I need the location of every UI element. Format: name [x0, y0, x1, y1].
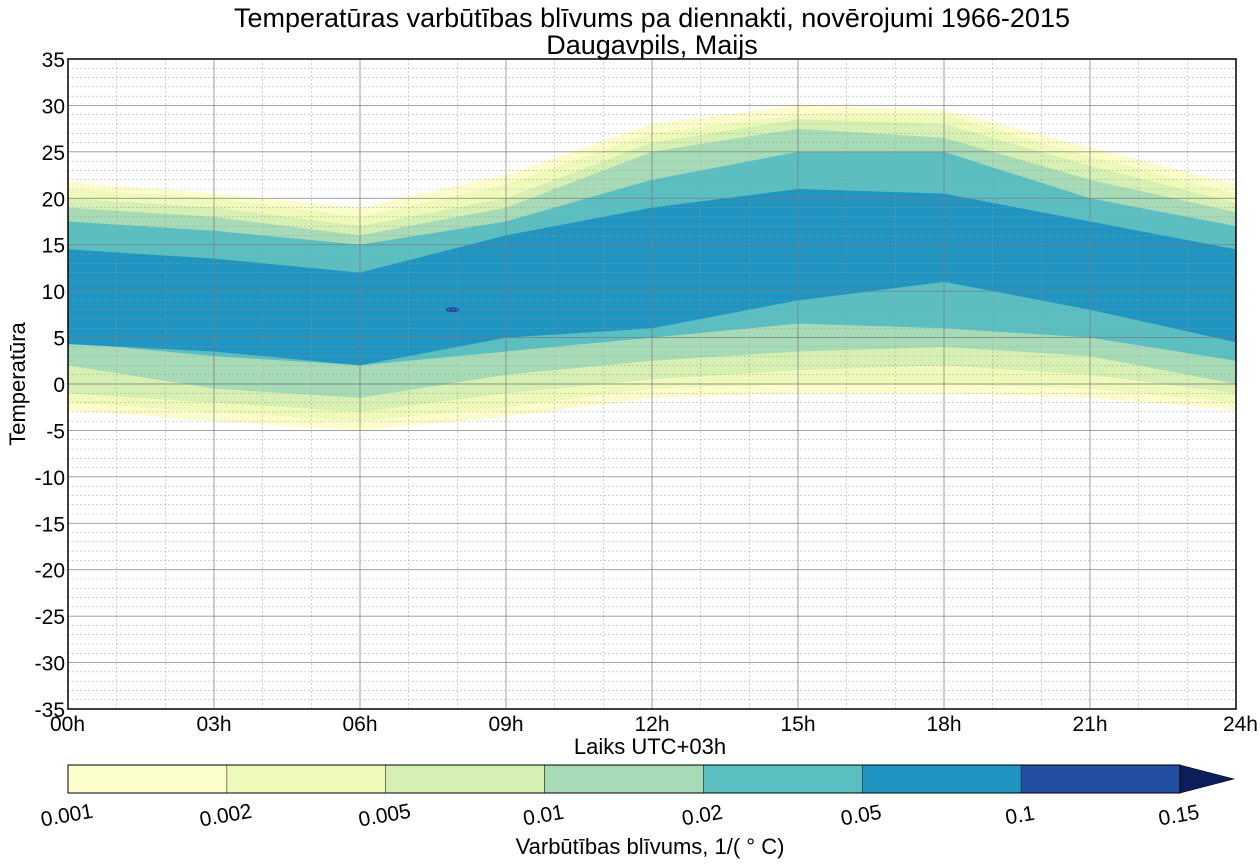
colorbar-tick-label: 0.05 [839, 801, 883, 831]
colorbar-tick-label: 0.005 [357, 800, 413, 832]
colorbar: 0.001 0.002 0.005 0.01 0.02 0.05 0.1 0.15 [39, 764, 1236, 832]
colorbar-segment [861, 764, 1022, 794]
x-tick-label: 06h [342, 713, 377, 736]
colorbar-tick-label: 0.02 [680, 801, 724, 831]
colorbar-frame [67, 764, 1181, 794]
colorbar-tick-label: 0.001 [39, 800, 95, 832]
x-tick-label: 03h [196, 713, 231, 736]
colorbar-segment [385, 764, 545, 794]
y-tick-label: 5 [53, 328, 65, 351]
y-tick-label: 15 [42, 235, 65, 258]
y-tick-label: 35 [42, 49, 65, 72]
x-tick-label: 21h [1072, 713, 1107, 736]
x-axis-ticks: 00h 03h 06h 09h 12h 15h 18h 21h 24h [50, 713, 1258, 736]
x-tick-label: 24h [1223, 713, 1258, 736]
y-tick-label: 0 [53, 374, 65, 397]
colorbar-segment [67, 764, 228, 794]
colorbar-tick-label: 0.002 [198, 800, 254, 832]
chart-subtitle: Daugavpils, Maijs [546, 30, 758, 60]
plot-area [67, 58, 1237, 710]
colorbar-tick-label: 0.15 [1157, 801, 1201, 831]
x-tick-label: 15h [780, 713, 815, 736]
colorbar-tick-label: 0.01 [521, 801, 565, 831]
y-tick-label: -20 [35, 560, 65, 583]
colorbar-label: Varbūtības blīvums, 1/( ° C) [516, 834, 785, 859]
grid-lines [67, 58, 1237, 710]
y-tick-label: 30 [42, 95, 65, 118]
x-tick-label: 18h [926, 713, 961, 736]
x-tick-label: 00h [50, 713, 85, 736]
x-tick-label: 09h [488, 713, 523, 736]
y-tick-label: -15 [35, 513, 65, 536]
y-tick-label: 25 [42, 142, 65, 165]
y-tick-label: 10 [42, 281, 65, 304]
colorbar-extend-arrow [1179, 764, 1236, 794]
y-tick-label: 20 [42, 188, 65, 211]
y-tick-label: -5 [46, 420, 65, 443]
chart-title: Temperatūras varbūtības blīvums pa dienn… [234, 3, 1070, 33]
y-tick-label: -35 [35, 699, 65, 722]
colorbar-segment [544, 764, 704, 794]
y-tick-label: -10 [35, 467, 65, 490]
plot-frame [67, 58, 1237, 710]
y-axis-label: Temperatūra [5, 321, 30, 445]
colorbar-segment [226, 764, 387, 794]
colorbar-segment [1020, 764, 1181, 794]
colorbar-tick-label: 0.1 [1004, 802, 1037, 830]
x-axis-label: Laiks UTC+03h [574, 734, 726, 759]
y-tick-label: -25 [35, 606, 65, 629]
y-tick-label: -30 [35, 653, 65, 676]
x-tick-label: 12h [634, 713, 669, 736]
colorbar-segment [703, 764, 863, 794]
y-axis-ticks: 35 30 25 20 15 10 5 0 -5 -10 -15 -20 -25 -30 -35 [35, 49, 65, 722]
